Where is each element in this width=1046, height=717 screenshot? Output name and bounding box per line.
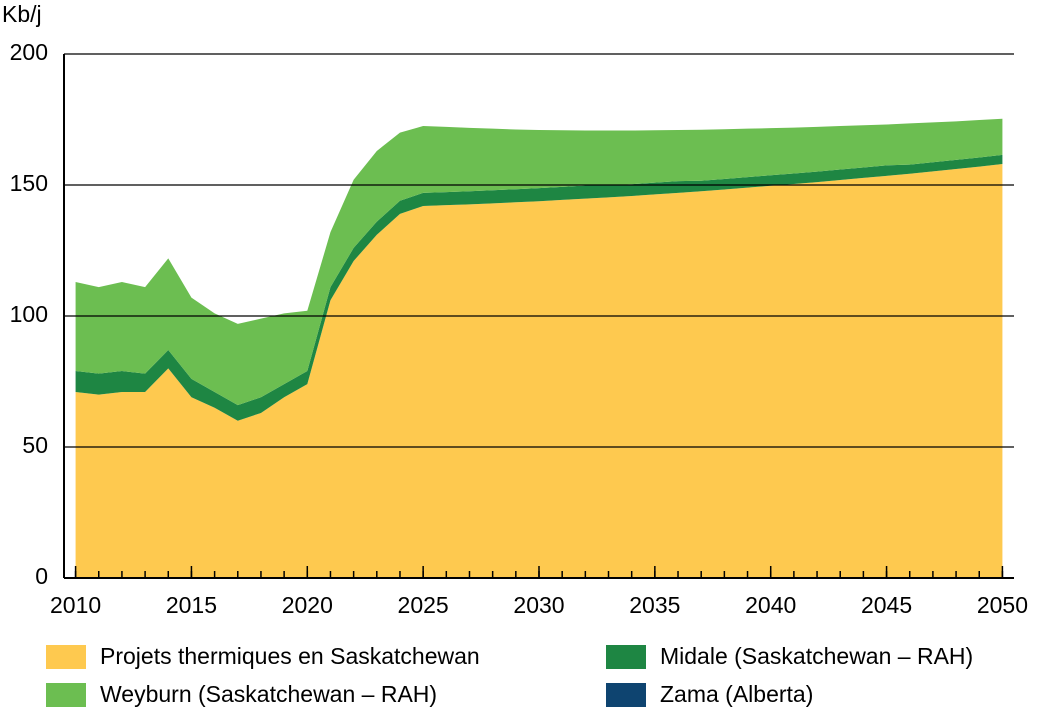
x-tick-label: 2050 — [977, 592, 1028, 618]
legend-label: Weyburn (Saskatchewan – RAH) — [100, 681, 437, 707]
x-tick-label: 2045 — [861, 592, 912, 618]
legend-swatch — [46, 683, 86, 707]
x-tick-label: 2010 — [50, 592, 101, 618]
area — [75, 164, 1003, 579]
legend-swatch — [606, 683, 646, 707]
x-tick-label: 2040 — [745, 592, 796, 618]
legend-swatch — [606, 645, 646, 669]
x-tick-label: 2020 — [282, 592, 333, 618]
legend-label: Zama (Alberta) — [660, 681, 813, 707]
legend-label: Projets thermiques en Saskatchewan — [100, 643, 480, 669]
y-tick-label: 50 — [22, 432, 48, 458]
y-tick-label: 100 — [10, 301, 48, 327]
y-axis-label: Kb/j — [2, 1, 42, 27]
area — [75, 118, 1003, 406]
x-tick-label: 2030 — [513, 592, 564, 618]
legend-swatch — [46, 645, 86, 669]
y-tick-label: 150 — [10, 170, 48, 196]
legend-label: Midale (Saskatchewan – RAH) — [660, 643, 973, 669]
x-tick-label: 2015 — [166, 592, 217, 618]
y-tick-label: 0 — [35, 563, 48, 589]
x-tick-label: 2025 — [398, 592, 449, 618]
y-tick-label: 200 — [10, 39, 48, 65]
x-tick-label: 2035 — [629, 592, 680, 618]
